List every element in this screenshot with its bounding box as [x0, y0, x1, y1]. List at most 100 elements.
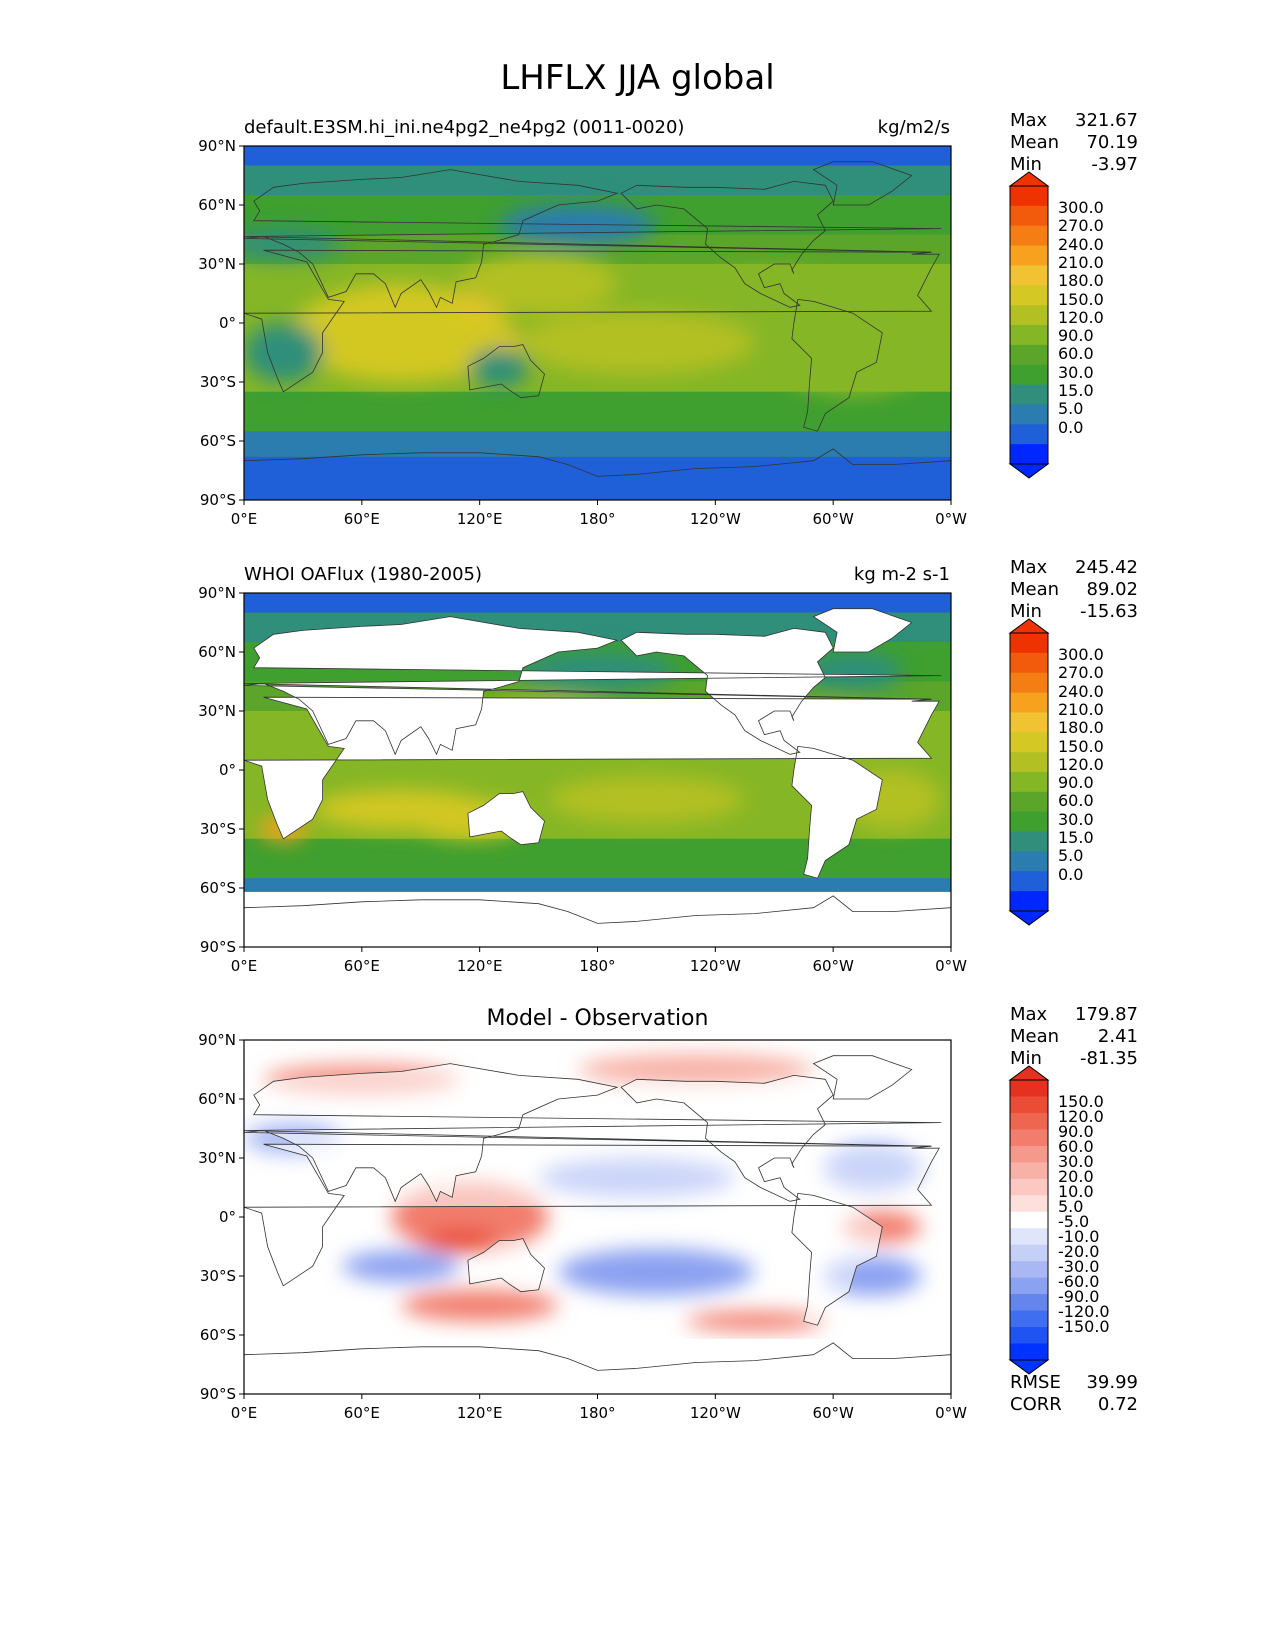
colorbar-segment	[1010, 891, 1048, 912]
map-panel-2	[239, 1039, 1050, 1399]
colorbar-segment	[1010, 205, 1048, 227]
coastline	[812, 1055, 913, 1100]
colorbar-label: -120.0	[1058, 1302, 1110, 1321]
x-tick-label: 0°W	[935, 510, 967, 528]
colorbar-label: 30.0	[1058, 1152, 1094, 1171]
stat-value: 89.02	[1086, 579, 1138, 600]
colorbar-segment	[1010, 1294, 1048, 1312]
coastline	[244, 696, 940, 840]
colorbar-segment	[1010, 384, 1048, 405]
coastline	[791, 298, 883, 432]
colorbar-label: 30.0	[1058, 362, 1094, 382]
colorbar-label: 60.0	[1058, 791, 1094, 811]
y-tick-label: 90°S	[199, 491, 236, 509]
x-tick-label: 60°W	[812, 510, 854, 528]
lat-band	[244, 165, 951, 196]
coastline	[791, 745, 883, 879]
field-blob	[518, 311, 755, 375]
figure-title: LHFLX JJA global	[500, 58, 775, 98]
colorbar-segment	[1010, 1080, 1048, 1097]
x-tick-label: 120°E	[456, 510, 503, 528]
colorbar-segment	[1010, 1211, 1048, 1229]
colorbar-frame	[1009, 632, 1049, 912]
colorbar-segment	[1010, 851, 1048, 872]
y-tick-label: 90°N	[198, 584, 236, 602]
x-tick-label: 60°W	[812, 1404, 854, 1422]
stat-label: Min	[1010, 1048, 1042, 1069]
colorbar-label: 210.0	[1058, 252, 1104, 272]
land-mask	[791, 1193, 883, 1326]
stat-label: Max	[1010, 557, 1048, 578]
y-tick-label: 30°N	[198, 1149, 236, 1167]
stat-label: Min	[1010, 601, 1042, 622]
colorbar-label: 90.0	[1058, 1122, 1094, 1141]
panel-units: kg/m2/s	[877, 117, 950, 138]
colorbar-segment	[1010, 712, 1048, 733]
south-mask	[244, 1338, 951, 1394]
colorbar-frame	[1009, 1079, 1049, 1361]
colorbar-label: 5.0	[1058, 1197, 1084, 1216]
panel-obs: WHOI OAFlux (1980-2005) kg m-2 s-1	[0, 447, 1275, 947]
stat-row: Max 245.42	[1010, 557, 1138, 579]
colorbar-label: 0.0	[1058, 417, 1084, 437]
y-tick-label: 30°N	[198, 702, 236, 720]
coastlines	[244, 161, 951, 477]
colorbar-label: 15.0	[1058, 381, 1094, 400]
colorbar-segment	[1010, 1112, 1048, 1130]
stat-value: -15.63	[1079, 601, 1138, 622]
panel-model: default.E3SM.hi_ini.ne4pg2_ne4pg2 (0011-…	[0, 0, 1275, 500]
colorbar-label: 300.0	[1058, 198, 1104, 217]
coastline	[620, 180, 834, 308]
stat-label: Min	[1010, 154, 1042, 175]
land-mask	[244, 697, 940, 839]
coastlines	[244, 608, 951, 924]
colorbar-segment	[1010, 633, 1048, 654]
colorbar-label: 0.0	[1058, 864, 1084, 884]
stat-label: RMSE	[1010, 1372, 1061, 1393]
coastline	[244, 1143, 940, 1287]
colorbar-label: 240.0	[1058, 234, 1104, 254]
land-mask	[467, 791, 545, 845]
colorbar-segment	[1010, 772, 1048, 793]
stat-row: Min -3.97	[1010, 154, 1138, 176]
coastline	[244, 1063, 942, 1203]
stat-row: Mean 89.02	[1010, 579, 1138, 601]
x-tick-label: 120°E	[456, 957, 503, 975]
x-tick-label: 0°E	[230, 957, 258, 975]
colorbar-segment	[1010, 811, 1048, 833]
stat-label: Mean	[1010, 1026, 1060, 1047]
field-blob	[685, 1311, 824, 1332]
stat-value: 0.72	[1097, 1394, 1138, 1415]
y-tick-label: 60°S	[199, 432, 236, 450]
stat-row: Min -81.35	[1010, 1048, 1138, 1070]
colorbar-label: -60.0	[1058, 1272, 1100, 1291]
colorbar-segment	[1010, 1310, 1048, 1328]
colorbar-label: 30.0	[1058, 809, 1094, 829]
land-mask	[467, 1238, 545, 1292]
colorbar-segment	[1010, 245, 1048, 266]
y-tick-label: 0°	[218, 314, 236, 332]
colorbar-label: 15.0	[1058, 828, 1094, 847]
field-blob	[695, 269, 853, 318]
lat-band	[244, 456, 951, 500]
land-mask	[244, 1063, 942, 1202]
colorbar-segment	[1010, 265, 1048, 286]
colorbar	[1008, 618, 1050, 926]
x-tick-label: 0°E	[230, 1404, 258, 1422]
colorbar-segment	[1010, 692, 1048, 713]
stat-value: 70.19	[1086, 132, 1138, 153]
x-tick-label: 180°	[579, 510, 616, 528]
colorbar-label: -10.0	[1058, 1227, 1100, 1246]
colorbar-segment	[1010, 1129, 1048, 1147]
colorbar-segment	[1010, 672, 1048, 694]
colorbar-segment	[1010, 871, 1048, 892]
stat-row: RMSE 39.99	[1010, 1372, 1138, 1394]
y-tick-label: 30°S	[199, 820, 236, 838]
colorbar-segment	[1010, 652, 1048, 674]
colorbar-label: -5.0	[1058, 1212, 1090, 1231]
field-blob	[558, 1248, 755, 1296]
map-field	[244, 593, 951, 947]
colorbar	[1008, 1065, 1050, 1375]
stat-value: -81.35	[1079, 1048, 1138, 1069]
stats-box: Max 179.87 Mean 2.41 Min -81.35	[1010, 1004, 1138, 1070]
